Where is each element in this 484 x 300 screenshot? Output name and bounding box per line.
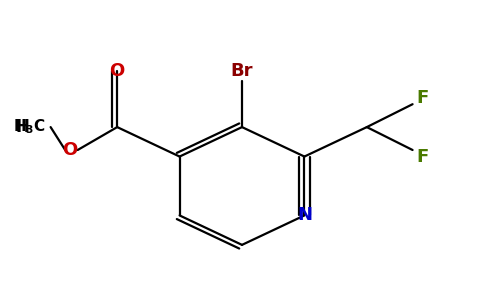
Text: F: F	[417, 148, 429, 166]
Text: N: N	[297, 206, 312, 224]
Text: H: H	[16, 118, 30, 136]
Text: O: O	[109, 62, 125, 80]
Text: Br: Br	[231, 62, 253, 80]
Text: F: F	[417, 89, 429, 107]
Text: $\mathregular{H_3C}$: $\mathregular{H_3C}$	[14, 118, 46, 136]
Text: O: O	[62, 141, 77, 159]
